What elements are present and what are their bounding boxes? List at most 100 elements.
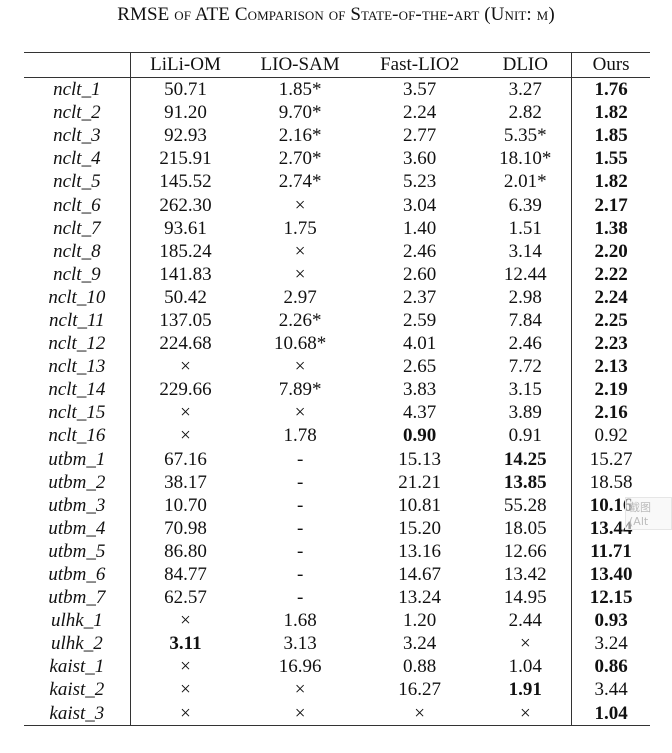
cell-fast-lio2: 13.16 (398, 540, 442, 562)
cell-fast-lio2: 13.24 (398, 587, 442, 609)
cell-fast-lio2: 3.24 (403, 633, 437, 655)
cell-lili-om: 145.52 (159, 171, 212, 193)
sequence-name: kaist_1 (24, 655, 131, 679)
sequence-name: nclt_5 (24, 170, 131, 194)
header-row: LiLi-OM LIO-SAM Fast-LIO2 DLIO Ours (24, 52, 650, 78)
table-row: utbm_4 70.98 - 15.20 18.05 13.44 (24, 516, 650, 540)
cell-fast-lio2: 1.20 (403, 610, 437, 632)
cell-ours: 11.71 (590, 540, 632, 562)
cell-lili-om: 92.93 (164, 125, 207, 147)
sequence-name: nclt_2 (24, 101, 131, 125)
cell-fast-lio2: 1.40 (403, 217, 437, 239)
cell-ours: 12.15 (589, 587, 633, 609)
sequence-name: kaist_2 (24, 678, 131, 702)
cell-fast-lio2: 21.21 (398, 471, 442, 493)
table-row: nclt_14 229.66 7.89* 3.83 3.15 2.19 (24, 378, 650, 402)
cell-dlio: × (479, 632, 573, 656)
cell-dlio: 13.42 (479, 562, 573, 587)
cell-lili-om: 50.42 (164, 286, 207, 308)
cell-fast-lio2: 4.37 (403, 402, 437, 424)
table-row: kaist_1 × 16.96 0.88 1.04 0.86 (24, 655, 650, 679)
cell-fast-lio2: 2.59 (403, 309, 437, 331)
cell-lili-om: 84.77 (164, 564, 207, 586)
cell-fast-lio2: 2.46 (403, 240, 437, 262)
table-row: nclt_7 93.61 1.75 1.40 1.51 1.38 (24, 216, 650, 240)
cell-fast-lio2: 5.23 (403, 171, 437, 193)
cell-lili-om: 229.66 (159, 379, 212, 401)
cell-dlio: 2.46 (479, 332, 573, 356)
cell-fast-lio2: 3.57 (403, 79, 437, 101)
sequence-name: utbm_1 (24, 447, 131, 471)
cell-lili-om: × (180, 702, 191, 724)
cell-fast-lio2: 2.24 (403, 102, 437, 124)
cell-dlio: 2.44 (479, 609, 573, 633)
cell-fast-lio2: 2.65 (403, 356, 437, 378)
sequence-name: nclt_14 (24, 378, 131, 402)
table-row: nclt_10 50.42 2.97 2.37 2.98 2.24 (24, 285, 650, 309)
sequence-name: ulhk_1 (24, 609, 131, 633)
cell-lio-sam: 2.26* (278, 309, 322, 331)
cell-ours: 2.22 (594, 263, 628, 285)
cell-lio-sam: × (294, 240, 306, 262)
header-lio-sam: LIO-SAM (260, 54, 340, 75)
cell-lili-om: 38.17 (164, 471, 207, 493)
cell-lili-om: 93.61 (164, 217, 207, 239)
cell-lio-sam: × (294, 194, 306, 216)
table-row: utbm_5 86.80 - 13.16 12.66 11.71 (24, 539, 650, 563)
cell-lili-om: 67.16 (164, 448, 207, 470)
cell-lili-om: 141.83 (159, 263, 212, 285)
cell-fast-lio2: 0.88 (403, 656, 437, 678)
cell-dlio: × (479, 701, 573, 726)
table-row: ulhk_1 × 1.68 1.20 2.44 0.93 (24, 609, 650, 633)
cell-lio-sam: - (296, 564, 304, 586)
cell-lili-om: × (180, 610, 191, 632)
cell-ours: 2.19 (594, 379, 628, 401)
cell-fast-lio2: 3.60 (403, 148, 437, 170)
table-row: nclt_15 × × 4.37 3.89 2.16 (24, 401, 650, 425)
cell-dlio: 3.15 (479, 378, 573, 402)
sequence-name: nclt_1 (24, 77, 131, 102)
cell-fast-lio2: 15.20 (398, 517, 442, 539)
results-table: LiLi-OM LIO-SAM Fast-LIO2 DLIO Ours nclt… (24, 52, 650, 726)
cell-ours: 1.82 (594, 102, 628, 124)
table-row: nclt_12 224.68 10.68* 4.01 2.46 2.23 (24, 332, 650, 356)
cell-lili-om: 91.20 (164, 102, 207, 124)
cell-lili-om: 50.71 (164, 79, 207, 101)
table-row: nclt_4 215.91 2.70* 3.60 18.10* 1.55 (24, 147, 650, 171)
cell-lili-om: 3.11 (169, 633, 202, 655)
cell-ours: 2.20 (594, 240, 628, 262)
cell-lio-sam: 16.96 (278, 656, 322, 678)
cell-dlio: 2.01* (479, 170, 573, 194)
cell-fast-lio2: 2.77 (403, 125, 437, 147)
cell-ours: 13.40 (589, 564, 633, 586)
table-row: utbm_6 84.77 - 14.67 13.42 13.40 (24, 562, 650, 587)
cell-lio-sam: - (296, 471, 304, 493)
cell-dlio: 2.82 (479, 101, 573, 125)
cell-lili-om: × (180, 402, 191, 424)
sequence-name: nclt_9 (24, 262, 131, 286)
cell-dlio: 18.05 (479, 516, 573, 540)
cell-ours: 1.85 (594, 125, 628, 147)
cell-dlio: 1.51 (479, 216, 573, 240)
table-row: nclt_5 145.52 2.74* 5.23 2.01* 1.82 (24, 170, 650, 194)
cell-lili-om: 137.05 (159, 309, 212, 331)
cell-lio-sam: - (296, 540, 304, 562)
table-row: nclt_1 50.71 1.85* 3.57 3.27 1.76 (24, 77, 650, 102)
cell-lili-om: 215.91 (159, 148, 212, 170)
cell-lio-sam: 2.16* (278, 125, 322, 147)
cell-fast-lio2: 15.13 (398, 448, 442, 470)
cell-ours: 15.27 (589, 448, 633, 470)
header-ours: Ours (592, 54, 630, 75)
cell-fast-lio2: × (414, 702, 426, 724)
cell-fast-lio2: 16.27 (398, 679, 442, 701)
cell-ours: 2.23 (594, 333, 628, 355)
sequence-name: utbm_2 (24, 470, 131, 494)
table-row: kaist_2 × × 16.27 1.91 3.44 (24, 678, 650, 702)
sequence-name: utbm_6 (24, 562, 131, 587)
cell-lio-sam: 2.70* (278, 148, 322, 170)
sequence-name: utbm_7 (24, 586, 131, 610)
cell-fast-lio2: 4.01 (403, 333, 437, 355)
table-row: nclt_9 141.83 × 2.60 12.44 2.22 (24, 262, 650, 286)
cell-dlio: 3.14 (479, 239, 573, 263)
cell-ours: 2.17 (594, 194, 628, 216)
